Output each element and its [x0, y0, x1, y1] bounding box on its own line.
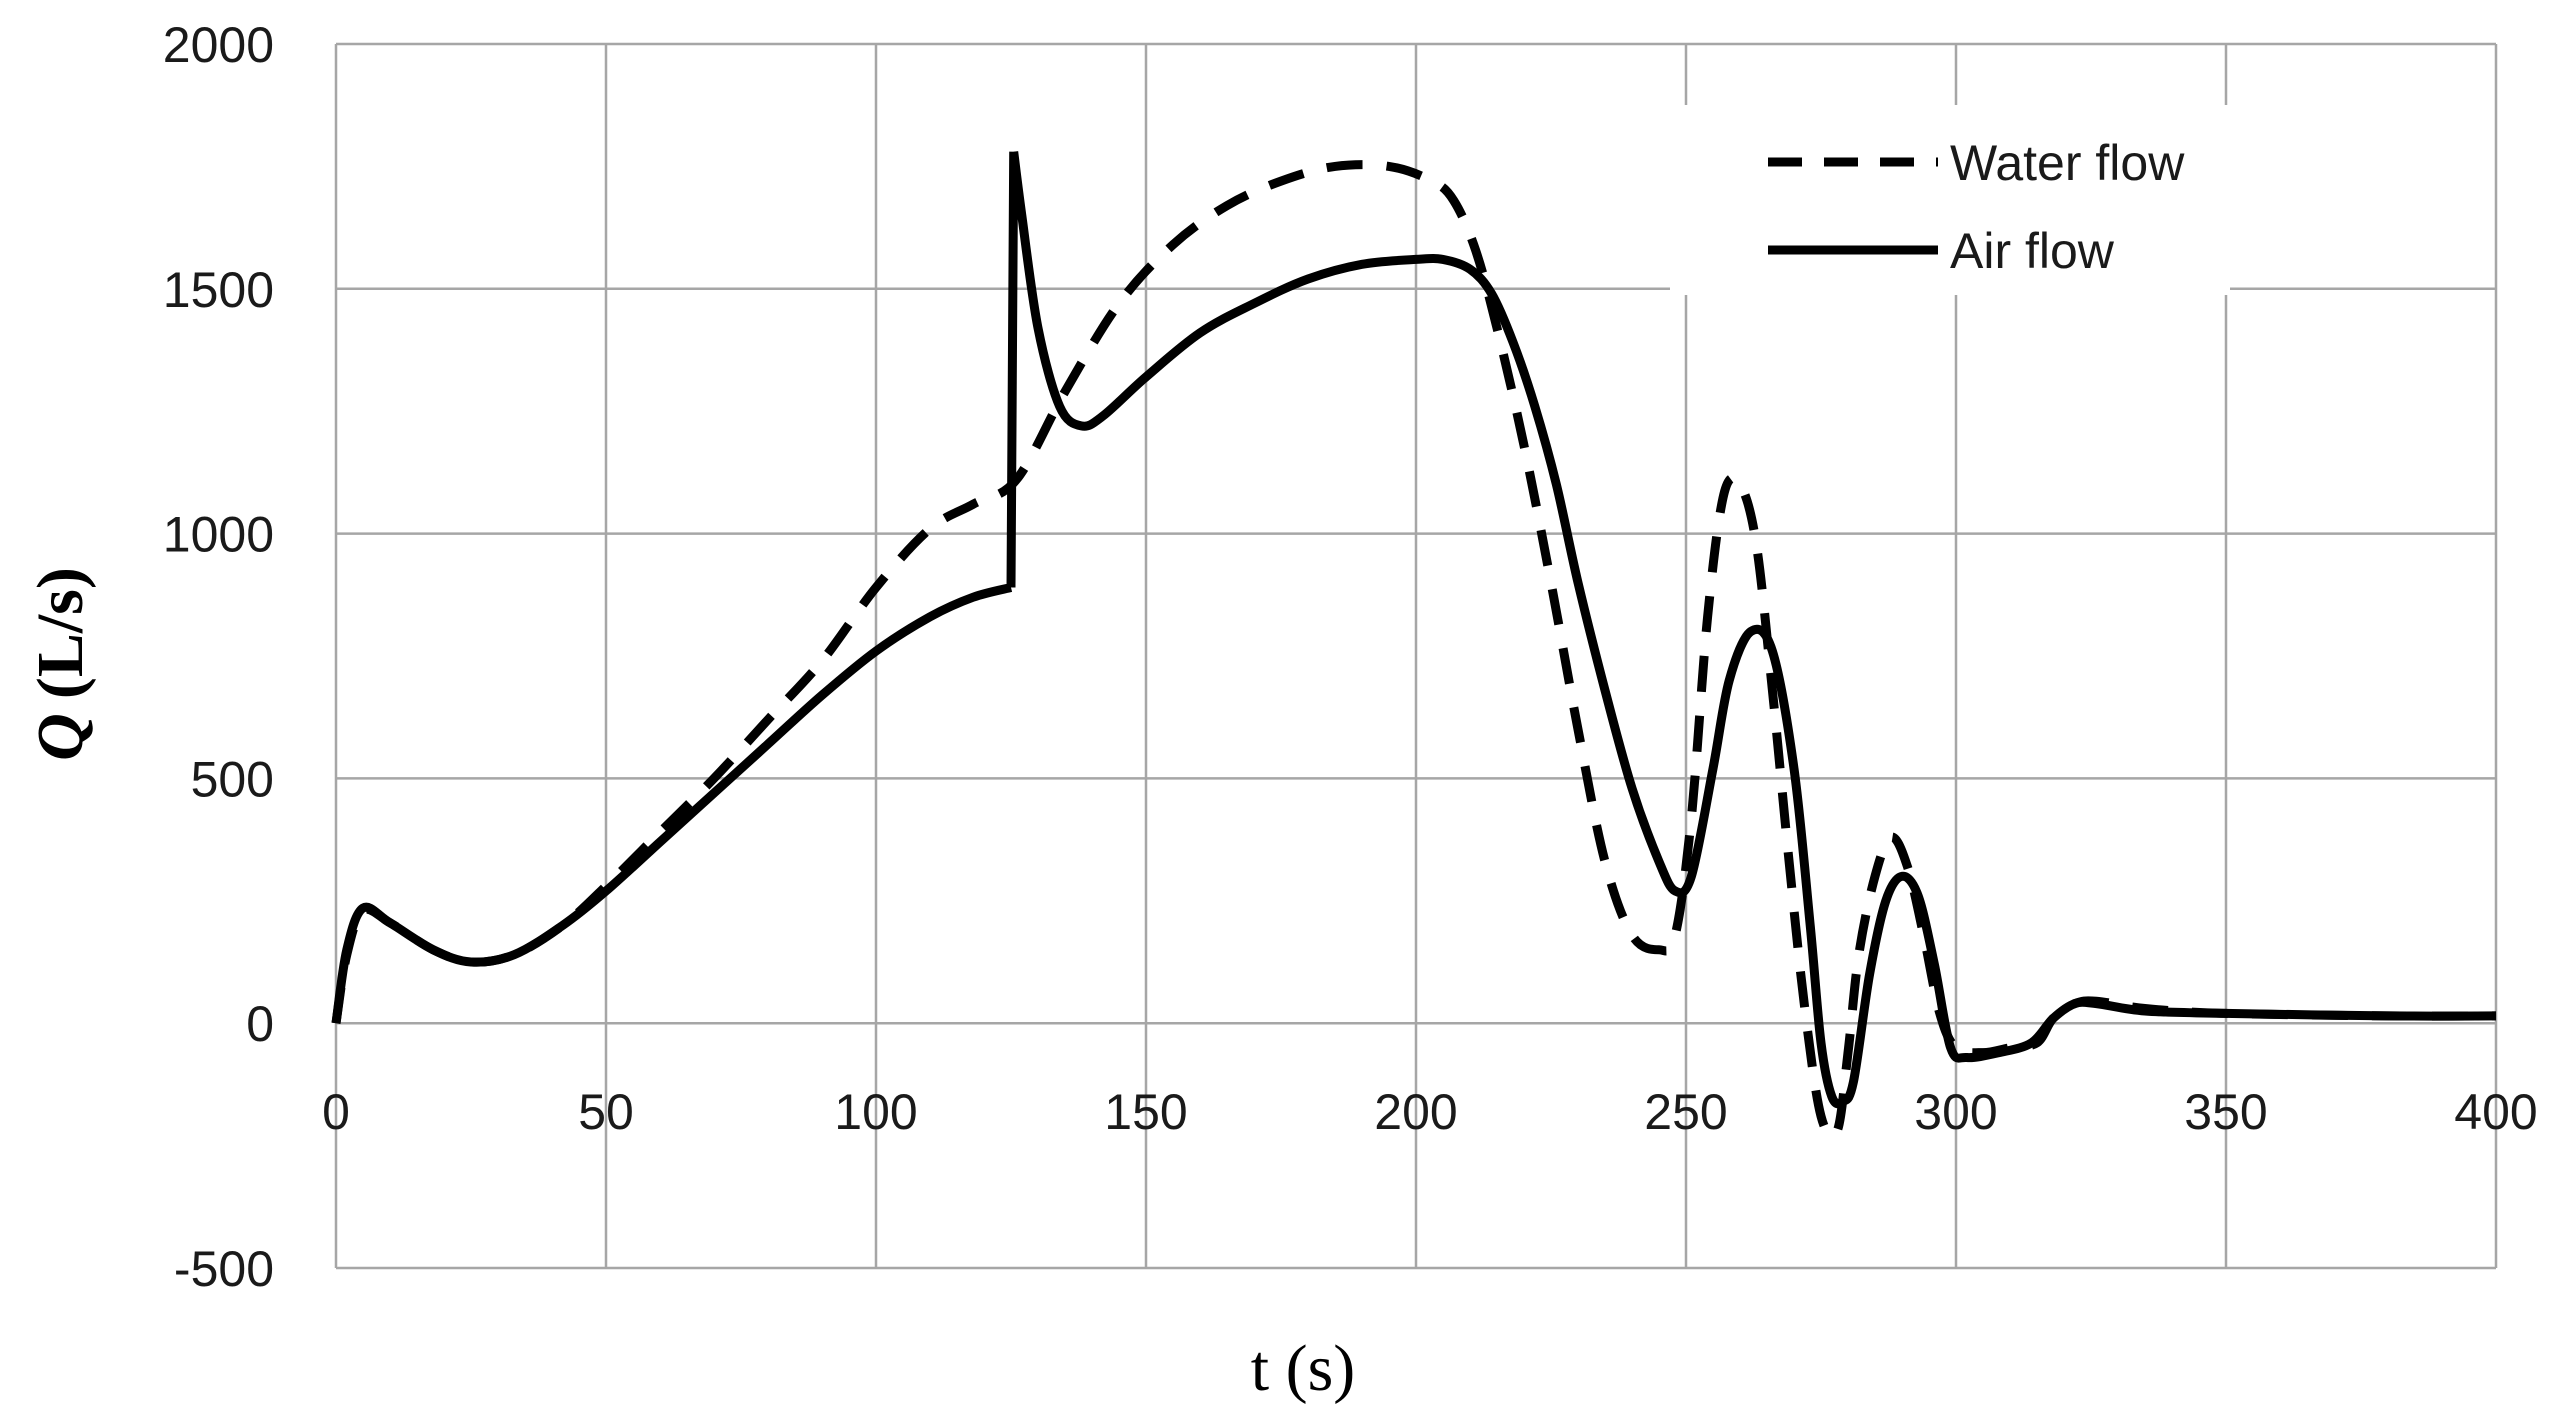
legend: Water flow Air flow	[1670, 105, 2230, 295]
axes: 0 50 100 150 200 250 300 350 400 -500 0 500 1000 1500…	[163, 17, 2538, 1297]
y-tick-label: 2000	[163, 17, 274, 73]
x-tick-label: 400	[2454, 1084, 2537, 1140]
legend-background	[1670, 105, 2230, 295]
series-line-air-flow	[331, 151, 2497, 1109]
x-tick-label: 250	[1644, 1084, 1727, 1140]
x-tick-label: 200	[1374, 1084, 1457, 1140]
series-lines	[331, 151, 2497, 1141]
y-axis-title-unit: (L/s)	[24, 567, 97, 699]
y-tick-label: 500	[191, 751, 274, 807]
y-tick-label: 1000	[163, 507, 274, 563]
x-tick-label: 300	[1914, 1084, 1997, 1140]
x-tick-label: 50	[578, 1084, 634, 1140]
y-axis-title-symbol: Q	[24, 713, 97, 761]
x-tick-label: 350	[2184, 1084, 2267, 1140]
y-tick-label: -500	[174, 1241, 274, 1297]
y-tick-label: 1500	[163, 262, 274, 318]
x-tick-label: 0	[322, 1084, 350, 1140]
legend-label-air-flow: Air flow	[1950, 223, 2115, 279]
y-axis-title: Q (L/s)	[24, 567, 97, 761]
x-axis-title: t (s)	[1251, 1332, 1355, 1405]
y-tick-label: 0	[246, 996, 274, 1052]
x-tick-label: 100	[834, 1084, 917, 1140]
x-tick-label: 150	[1104, 1084, 1187, 1140]
legend-label-water-flow: Water flow	[1950, 135, 2185, 191]
